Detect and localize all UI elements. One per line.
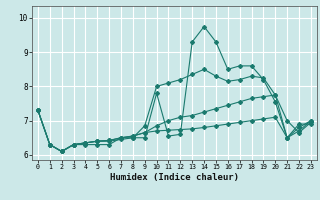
X-axis label: Humidex (Indice chaleur): Humidex (Indice chaleur) — [110, 173, 239, 182]
